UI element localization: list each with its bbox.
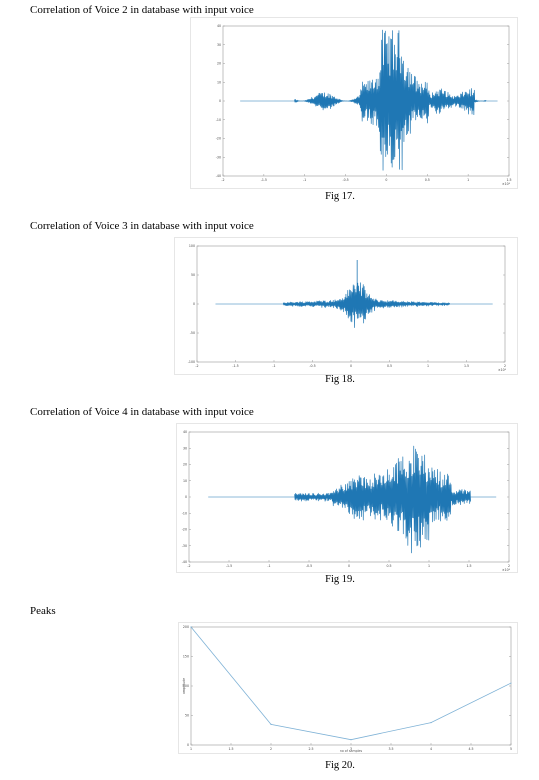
y-tick-label: -20 bbox=[216, 137, 221, 141]
figure-caption: Fig 20. bbox=[325, 760, 355, 771]
x-tick-label: -0.5 bbox=[306, 564, 312, 568]
x-tick-label: 1 bbox=[190, 747, 192, 751]
y-tick-label: 100 bbox=[183, 684, 189, 688]
x-tick-label: -1.5 bbox=[232, 364, 238, 368]
peaks-line-plot: 1 1.5 2 2.5 3 3.5 4 4.5 5 200 150 100 50 0 no of sampl… bbox=[182, 625, 512, 753]
x-tick-label: 2 bbox=[504, 364, 506, 368]
x-multiplier-label: ×10⁵ bbox=[498, 368, 507, 372]
y-tick-label: -100 bbox=[188, 360, 195, 364]
x-multiplier-label: ×10⁵ bbox=[502, 568, 511, 572]
x-multiplier-label: ×10⁵ bbox=[502, 182, 511, 186]
x-tick-label: 0.5 bbox=[425, 178, 430, 182]
x-tick-label: -1 bbox=[267, 564, 270, 568]
figure-18-waveform: -2 -1.5 -1 -0.5 0 0.5 1 1.5 2 100 50 0 -50 -100 ×10⁵ bbox=[174, 237, 518, 375]
figure-19-waveform: -2 -1.5 -1 -0.5 0 0.5 1 1.5 2 40 30 20 10 0 -10 -20 -30 -… bbox=[176, 423, 518, 573]
y-tick-label: 40 bbox=[183, 430, 187, 434]
x-tick-label: 4 bbox=[430, 747, 432, 751]
y-tick-label: 50 bbox=[185, 714, 189, 718]
y-tick-label: 200 bbox=[183, 625, 189, 629]
y-tick-label: -40 bbox=[216, 174, 221, 178]
peaks-data-point bbox=[190, 626, 192, 628]
x-tick-label: 0 bbox=[385, 178, 387, 182]
x-tick-label: -0.5 bbox=[309, 364, 315, 368]
x-tick-label: 1 bbox=[428, 564, 430, 568]
peaks-data-point bbox=[510, 682, 512, 684]
y-tick-label: 20 bbox=[217, 62, 221, 66]
section-heading-peaks: Peaks bbox=[30, 605, 56, 617]
y-tick-label: -20 bbox=[182, 528, 187, 532]
y-tick-label: -10 bbox=[182, 511, 187, 515]
y-tick-label: 20 bbox=[183, 463, 187, 467]
y-tick-label: 10 bbox=[183, 479, 187, 483]
peaks-data-point bbox=[270, 723, 272, 725]
y-tick-label: 50 bbox=[191, 273, 195, 277]
x-tick-label: 5 bbox=[510, 747, 512, 751]
y-tick-label: -40 bbox=[182, 560, 187, 564]
figure-17-waveform: -2 -1.5 -1 -0.5 0 0.5 1 1.5 40 30 20 10 0 -10 -20 -30 -4… bbox=[190, 17, 518, 189]
x-tick-label: 2.5 bbox=[308, 747, 313, 751]
x-tick-label: -2 bbox=[195, 364, 198, 368]
peaks-data-point bbox=[350, 739, 352, 741]
y-tick-label: 150 bbox=[183, 655, 189, 659]
y-axis-label: amplitude bbox=[182, 678, 186, 694]
x-tick-label: 0.5 bbox=[386, 564, 391, 568]
correlation-plot-voice3: -2 -1.5 -1 -0.5 0 0.5 1 1.5 2 100 50 0 -50 -100 ×10⁵ bbox=[188, 244, 507, 372]
section-heading-voice3: Correlation of Voice 3 in database with … bbox=[30, 220, 254, 232]
x-tick-label: 1.5 bbox=[506, 178, 511, 182]
y-tick-label: 0 bbox=[187, 743, 189, 747]
peaks-data-point bbox=[430, 721, 432, 724]
x-tick-label: 0 bbox=[348, 564, 350, 568]
figure-caption: Fig 18. bbox=[325, 374, 355, 385]
x-tick-label: 3.5 bbox=[388, 747, 393, 751]
peaks-series-line bbox=[190, 626, 512, 741]
figure-caption: Fig 17. bbox=[325, 191, 355, 202]
y-tick-label: 30 bbox=[217, 43, 221, 47]
x-tick-label: -2 bbox=[187, 564, 190, 568]
correlation-plot-voice2: -2 -1.5 -1 -0.5 0 0.5 1 1.5 40 30 20 10 0 -10 -20 -30 -4… bbox=[216, 24, 512, 186]
x-tick-label: -1.5 bbox=[261, 178, 267, 182]
y-tick-label: 100 bbox=[189, 244, 195, 248]
voice2-correlation-series bbox=[294, 29, 487, 171]
x-tick-label: -2 bbox=[221, 178, 224, 182]
y-tick-label: 30 bbox=[183, 446, 187, 450]
voice3-correlation-series bbox=[282, 282, 450, 328]
figure-20-peaks: 1 1.5 2 2.5 3 3.5 4 4.5 5 200 150 100 50 0 no of sampl… bbox=[178, 622, 518, 754]
correlation-plot-voice4: -2 -1.5 -1 -0.5 0 0.5 1 1.5 2 40 30 20 10 0 -10 -20 -30 -… bbox=[182, 430, 511, 572]
figure-caption: Fig 19. bbox=[325, 574, 355, 585]
x-axis-label: no of samples bbox=[340, 749, 363, 753]
x-tick-label: 1 bbox=[427, 364, 429, 368]
x-tick-label: 4.5 bbox=[468, 747, 473, 751]
section-heading-voice2: Correlation of Voice 2 in database with … bbox=[30, 4, 254, 16]
x-tick-label: 1.5 bbox=[466, 564, 471, 568]
x-tick-label: 1.5 bbox=[228, 747, 233, 751]
y-tick-label: 0 bbox=[193, 302, 195, 306]
x-tick-label: 0.5 bbox=[387, 364, 392, 368]
x-tick-label: 1 bbox=[467, 178, 469, 182]
x-tick-label: 2 bbox=[270, 747, 272, 751]
x-tick-label: -1.5 bbox=[226, 564, 232, 568]
y-tick-label: -50 bbox=[190, 331, 195, 335]
x-tick-label: -0.5 bbox=[342, 178, 348, 182]
x-tick-label: 0 bbox=[350, 364, 352, 368]
y-tick-label: 0 bbox=[185, 495, 187, 499]
x-tick-label: 1.5 bbox=[464, 364, 469, 368]
y-tick-label: 40 bbox=[217, 24, 221, 28]
y-tick-label: -30 bbox=[182, 544, 187, 548]
voice4-correlation-series bbox=[294, 445, 471, 554]
x-tick-label: -1 bbox=[272, 364, 275, 368]
y-tick-label: -30 bbox=[216, 155, 221, 159]
section-heading-voice4: Correlation of Voice 4 in database with … bbox=[30, 406, 254, 418]
x-tick-label: 3 bbox=[350, 747, 352, 751]
y-tick-label: 0 bbox=[219, 99, 221, 103]
x-tick-label: -1 bbox=[303, 178, 306, 182]
y-tick-label: 10 bbox=[217, 80, 221, 84]
y-tick-label: -10 bbox=[216, 118, 221, 122]
x-tick-label: 2 bbox=[508, 564, 510, 568]
